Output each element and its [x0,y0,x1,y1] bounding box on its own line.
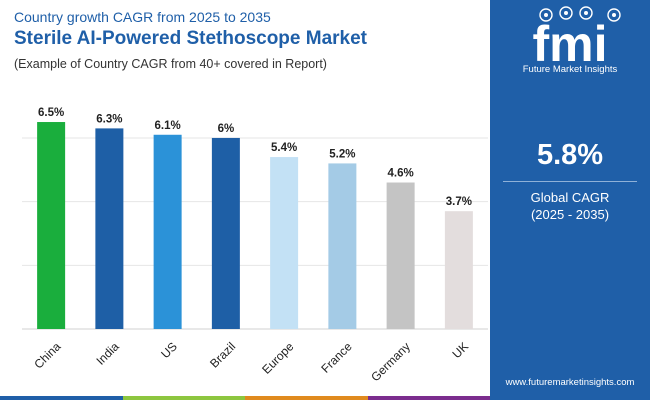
bar-chart: 6.5% 6.3% 6.1% 6% 5.4% 5.2% 4.6% 3.7% China Indi… [22,107,488,384]
panel-divider [503,181,637,182]
bar-brazil [211,137,240,329]
side-panel: fmi Future Market Insights 5.8% Global C… [490,0,650,400]
category-label-india: India [93,339,122,368]
value-label-brazil: 6% [218,123,235,135]
category-label-china: China [31,339,63,371]
bottom-bar-segment [0,396,123,400]
bar-france [328,163,357,329]
website-url: www.futuremarketinsights.com [505,377,635,388]
category-label-europe: Europe [259,339,296,376]
bar-uk [444,211,473,329]
category-label-france: France [318,339,355,376]
gridlines [22,137,488,330]
bottom-bar-segment [367,396,490,400]
fmi-logo-icon: fmi [533,6,621,64]
bar-europe [270,157,299,329]
logo-caption: Future Market Insights [522,64,618,75]
bar-germany [386,182,415,329]
fmi-logo: fmi Future Market Insights [490,6,650,76]
bar-us [153,134,182,329]
value-label-china: 6.5% [38,107,64,119]
chart-subtitle: Country growth CAGR from 2025 to 2035 [14,9,271,25]
category-label-brazil: Brazil [207,339,238,370]
value-label-india: 6.3% [96,113,122,125]
category-label-us: US [158,339,180,361]
value-label-europe: 5.4% [271,142,297,154]
chart-note: (Example of Country CAGR from 40+ covere… [14,57,327,71]
category-label-germany: Germany [368,339,413,384]
bars [37,122,473,330]
bottom-color-bar [0,396,490,400]
bar-china [37,122,66,330]
category-labels: China India US Brazil Europe France Germany UK [31,339,471,384]
bar-india [95,128,124,329]
category-label-uk: UK [450,339,472,361]
value-label-germany: 4.6% [388,168,414,180]
chart-title: Sterile AI-Powered Stethoscope Market [14,28,368,49]
value-label-us: 6.1% [155,120,181,132]
value-label-france: 5.2% [329,148,355,160]
global-cagr-label: Global CAGR [530,190,610,205]
value-labels: 6.5% 6.3% 6.1% 6% 5.4% 5.2% 4.6% 3.7% [38,107,472,208]
value-label-uk: 3.7% [446,196,472,208]
bottom-bar-segment [245,396,368,400]
global-cagr-value: 5.8% [536,139,604,171]
chart-header: Country growth CAGR from 2025 to 2035 St… [14,8,484,72]
bottom-bar-segment [122,396,245,400]
global-cagr-range: (2025 - 2035) [530,207,610,222]
logo-letters-text: fmi [533,16,608,64]
